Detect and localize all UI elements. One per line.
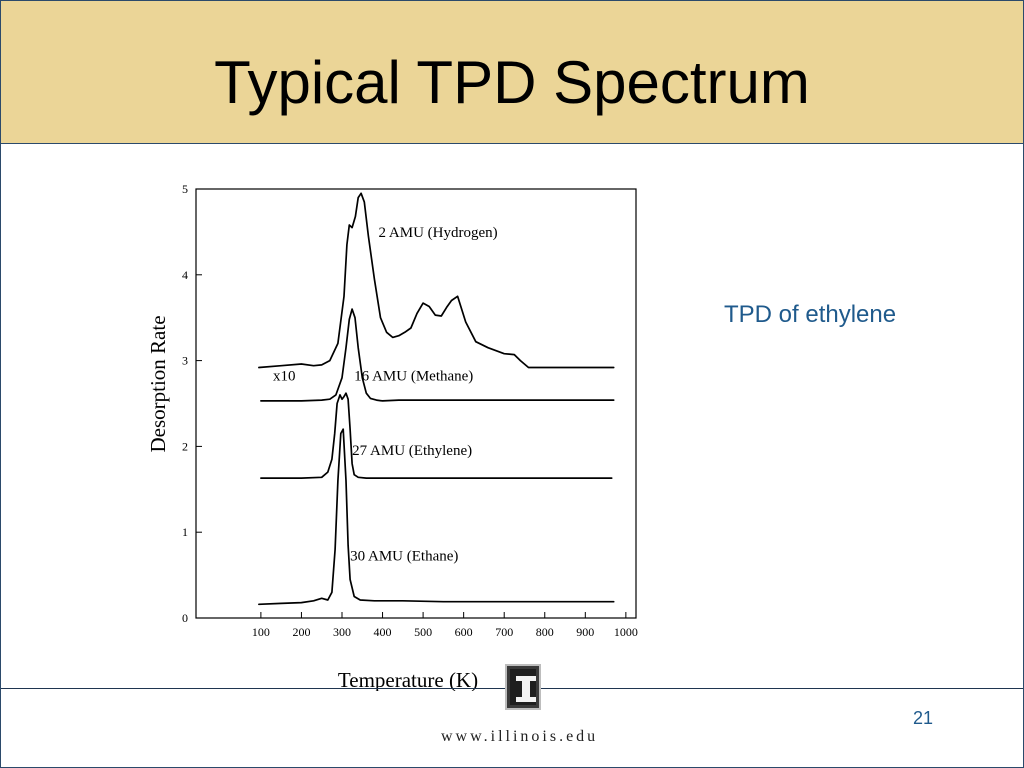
- y-tick-label: 2: [182, 439, 188, 453]
- annotation-label: x10: [273, 368, 296, 384]
- x-tick-label: 200: [292, 625, 310, 639]
- annotation-label: 30 AMU (Ethane): [350, 549, 458, 565]
- x-tick-label: 1000: [614, 625, 638, 639]
- x-tick-label: 500: [414, 625, 432, 639]
- y-tick-label: 5: [182, 182, 188, 196]
- y-tick-label: 0: [182, 611, 188, 625]
- x-axis-label: Temperature (K): [338, 668, 478, 691]
- slide-title: Typical TPD Spectrum: [214, 49, 810, 116]
- plot-frame: [195, 188, 637, 619]
- x-tick-label: 700: [495, 625, 513, 639]
- illinois-block-i-icon: [505, 664, 541, 710]
- page-number: 21: [913, 708, 934, 728]
- annotation-label: 27 AMU (Ethylene): [352, 443, 472, 459]
- y-tick-label: 3: [182, 354, 188, 368]
- x-tick-label: 600: [455, 625, 473, 639]
- y-tick-label: 1: [182, 525, 188, 539]
- series-line-0: [258, 192, 615, 369]
- y-axis-label: Desorption Rate: [146, 315, 170, 452]
- series-line-2: [260, 392, 613, 479]
- annotation-label: 2 AMU (Hydrogen): [378, 225, 497, 241]
- annotation-label: 16 AMU (Methane): [354, 368, 473, 384]
- series-line-1: [260, 308, 615, 402]
- side-note: TPD of ethylene: [724, 301, 897, 328]
- x-tick-label: 800: [536, 625, 554, 639]
- tpd-chart: 0 1 2 3 4 5 100 200 300 400 500 600 700 800 900 1000 2 A…: [146, 182, 638, 691]
- series-line-3: [258, 428, 615, 606]
- x-tick-label: 900: [576, 625, 594, 639]
- x-tick-label: 300: [333, 625, 351, 639]
- footer-url: www.illinois.edu: [441, 728, 599, 745]
- y-tick-label: 4: [182, 268, 188, 282]
- x-tick-label: 400: [374, 625, 392, 639]
- title-bar: Typical TPD Spectrum: [1, 1, 1023, 144]
- x-tick-label: 100: [252, 625, 270, 639]
